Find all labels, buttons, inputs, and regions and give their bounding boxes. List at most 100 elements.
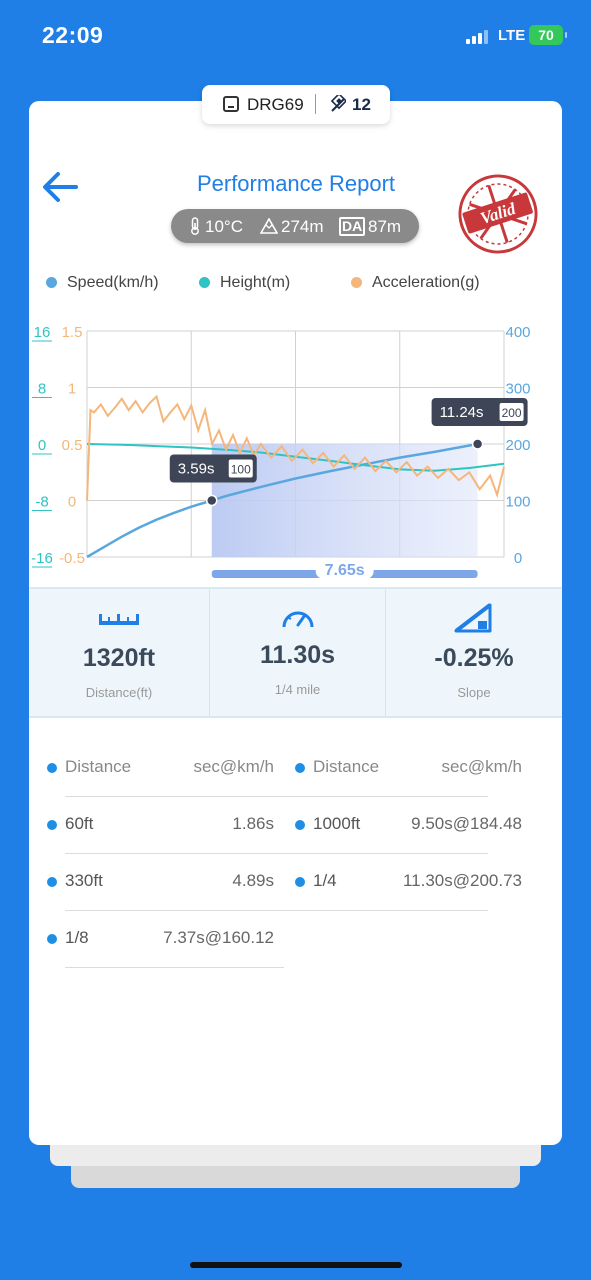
performance-chart[interactable]: 16 8 0 -8 -16 1.5 1 0.5 0 -0.5 400 300 200 100 0 7.65s 3… (29, 305, 562, 585)
annotation-badge (499, 403, 524, 421)
height-tick-label: 8 (38, 381, 46, 398)
acceleration-tick-label: 1.5 (62, 324, 83, 341)
split-value: 4.89s (232, 871, 274, 890)
bullet-icon (47, 934, 57, 944)
stats-panel: 1320ft Distance(ft) 11.30s 1/4 mile -0.2… (29, 587, 562, 718)
legend-acceleration[interactable]: Acceleration(g) (351, 274, 480, 292)
height-tick-label: -16 (31, 550, 53, 567)
legend-dot (199, 277, 210, 288)
mountain-icon (260, 218, 278, 234)
split-key: 60ft (65, 814, 94, 833)
speed-tick-label: 300 (505, 381, 530, 398)
battery-level: 70 (538, 27, 554, 43)
split-value: sec@km/h (193, 757, 274, 776)
split-key: 330ft (65, 871, 103, 890)
stat-value: -0.25% (434, 644, 514, 672)
annotation-point (206, 494, 218, 507)
annotation-time: 11.24s (440, 404, 484, 421)
legend-dot (46, 277, 57, 288)
split-key: 1000ft (313, 814, 361, 833)
split-row-1000ft: 1000ft 9.50s@184.48 (295, 797, 522, 854)
legend-speed[interactable]: Speed(km/h) (46, 274, 159, 292)
car-icon (223, 96, 239, 112)
stat-label: Slope (457, 685, 491, 700)
bullet-icon (295, 820, 305, 830)
slope-icon (454, 603, 492, 633)
annotation-speed: 200 (502, 406, 522, 420)
speed-tick-label: 400 (505, 324, 530, 341)
acceleration-tick-label: 0.5 (62, 437, 83, 454)
stat-value: 11.30s (259, 641, 336, 669)
bullet-icon (47, 763, 57, 773)
back-arrow-icon[interactable] (40, 170, 80, 204)
ruler-icon (99, 614, 139, 625)
stat-divider (209, 589, 210, 716)
stat-slope: -0.25% Slope (386, 589, 562, 716)
speed-tick-label: 100 (505, 494, 530, 511)
stat-quarter-mile: 11.30s 1/4 mile (210, 589, 385, 716)
range-label: 7.65s (325, 562, 365, 579)
annotation-speed: 100 (231, 463, 251, 477)
splits-header-right: Distance sec@km/h (295, 740, 522, 797)
row-divider (274, 796, 488, 797)
acceleration-tick-label: 0 (68, 494, 76, 511)
status-time: 22:09 (42, 22, 104, 48)
stat-label: 1/4 mile (274, 682, 321, 697)
split-key: Distance (65, 757, 132, 776)
split-value: sec@km/h (441, 757, 522, 776)
speedometer-icon (282, 611, 314, 628)
legend-height[interactable]: Height(m) (199, 274, 290, 292)
stat-divider (385, 589, 386, 716)
legend-dot (351, 277, 362, 288)
valid-stamp-icon: Valid (458, 174, 538, 254)
legend-label: Height(m) (220, 274, 291, 291)
vehicle-tag[interactable]: DRG69 12 (202, 85, 390, 124)
split-key: Distance (313, 757, 380, 776)
height-tick-label: 0 (38, 437, 46, 454)
tag-divider (315, 94, 316, 114)
split-value: 11.30s@200.73 (402, 871, 522, 890)
split-key: 1/4 (313, 871, 337, 890)
status-bar: 22:09 LTE 70 (0, 0, 591, 70)
split-value: 7.37s@160.12 (163, 928, 274, 947)
split-row-quarter: 1/4 11.30s@200.73 (295, 854, 522, 911)
legend-label: Acceleration(g) (372, 274, 480, 291)
conditions-pill: 10°C 274m DA 87m (171, 209, 419, 243)
height-tick-label: -8 (35, 494, 48, 511)
annotation-time: 3.59s (178, 461, 215, 478)
density-altitude-icon: DA (339, 217, 366, 236)
split-value: 9.50s@184.48 (411, 814, 522, 833)
signal-icon (466, 30, 490, 44)
speed-tick-label: 200 (505, 437, 530, 454)
annotation-point (471, 438, 484, 450)
row-divider (274, 910, 488, 911)
stat-label: Distance(ft) (85, 685, 153, 700)
altitude-value: 274m (281, 217, 324, 236)
annotation-badge (228, 459, 253, 478)
home-indicator[interactable] (190, 1262, 402, 1268)
run-count: 12 (352, 95, 371, 114)
temperature-value: 10°C (205, 217, 243, 236)
splits-header-left: Distance sec@km/h (47, 740, 274, 797)
bullet-icon (295, 877, 305, 887)
acceleration-tick-label: -0.5 (59, 550, 85, 567)
checkered-flag-icon (330, 95, 346, 112)
bullet-icon (295, 763, 305, 773)
bullet-icon (47, 820, 57, 830)
range-label-bg (315, 559, 374, 579)
density-altitude-value: 87m (368, 217, 402, 236)
split-row-eighth: 1/8 7.37s@160.12 (47, 911, 284, 968)
page-title: Performance Report (196, 171, 396, 196)
split-value: 1.86s (232, 814, 274, 833)
speed-tick-label: 0 (514, 550, 522, 567)
split-key: 1/8 (65, 928, 89, 947)
legend-label: Speed(km/h) (67, 274, 159, 291)
split-row-330ft: 330ft 4.89s (47, 854, 274, 911)
bullet-icon (47, 877, 57, 887)
split-row-60ft: 60ft 1.86s (47, 797, 274, 854)
height-tick-label: 16 (34, 324, 51, 341)
stat-value: 1320ft (82, 644, 156, 672)
row-divider (274, 853, 488, 854)
speed-series-line (86, 442, 478, 559)
stat-distance: 1320ft Distance(ft) (29, 589, 209, 716)
